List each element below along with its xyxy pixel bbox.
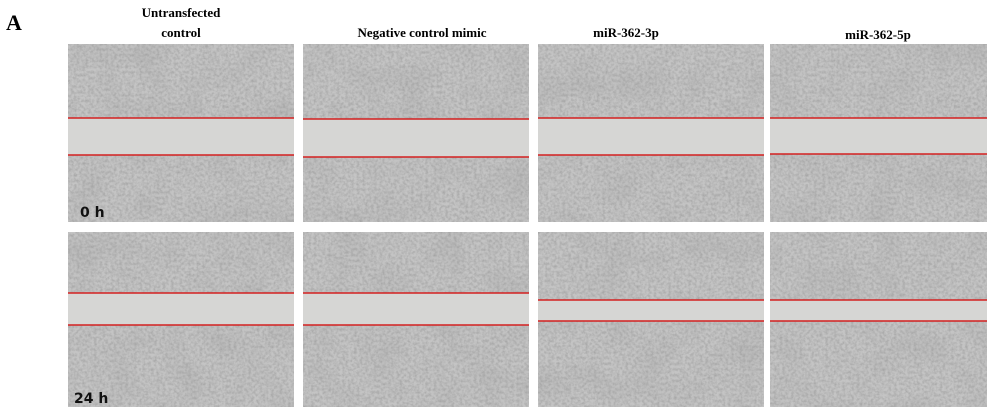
time-label: 0 h <box>80 205 105 221</box>
column-header: miR-362-3p <box>593 25 659 40</box>
wound-gap <box>68 293 294 325</box>
column-header: miR-362-5p <box>845 27 911 42</box>
wound-gap <box>770 300 987 321</box>
column-header: Negative control mimic <box>358 25 487 40</box>
micrograph <box>303 44 529 222</box>
micrograph <box>538 44 764 222</box>
time-label: 24 h <box>74 391 108 407</box>
wound-gap <box>303 119 529 157</box>
micrograph <box>68 44 294 222</box>
image-grid <box>68 44 987 407</box>
column-header: Untransfected <box>142 5 221 20</box>
wound-gap <box>68 118 294 155</box>
wound-gap <box>538 300 764 321</box>
micrograph <box>770 232 987 407</box>
wound-gap <box>770 118 987 154</box>
wound-gap <box>303 293 529 325</box>
micrograph <box>303 232 529 407</box>
wound-gap <box>538 118 764 155</box>
micrograph <box>68 232 294 407</box>
micrograph <box>538 232 764 407</box>
column-header: control <box>161 25 201 40</box>
micrograph <box>770 44 987 222</box>
panel-label: A <box>6 10 22 35</box>
